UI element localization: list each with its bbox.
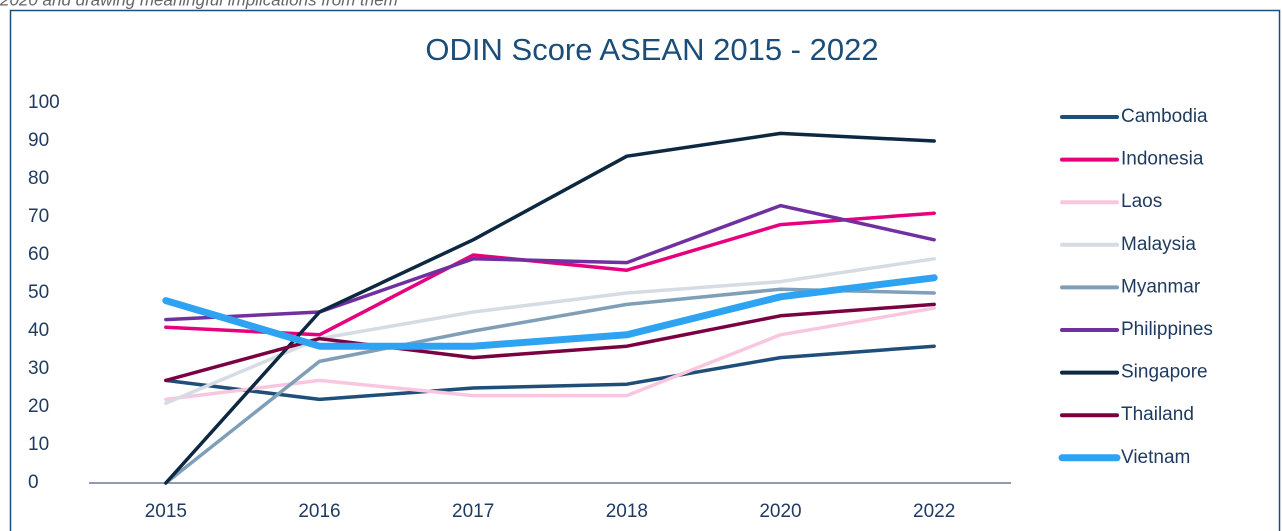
legend-label: Singapore <box>1121 362 1208 383</box>
y-tick-label: 60 <box>28 244 49 265</box>
y-tick-label: 90 <box>28 130 49 151</box>
x-tick-label: 2018 <box>606 501 648 522</box>
series-line <box>164 257 936 405</box>
y-tick-label: 30 <box>28 358 49 379</box>
x-tick-label: 2022 <box>913 501 955 522</box>
legend-label: Myanmar <box>1121 276 1201 297</box>
series-line <box>164 287 936 485</box>
x-tick-label: 2016 <box>298 501 340 522</box>
y-tick-label: 70 <box>28 206 49 227</box>
series-line <box>164 302 936 383</box>
x-tick-label: 2020 <box>759 501 801 522</box>
legend-label: Cambodia <box>1121 106 1208 127</box>
y-tick-label: 0 <box>28 472 39 493</box>
series-line <box>164 203 936 322</box>
y-tick-label: 50 <box>28 282 49 303</box>
y-tick-label: 80 <box>28 168 49 189</box>
chart-title: ODIN Score ASEAN 2015 - 2022 <box>425 32 878 67</box>
y-tick-label: 40 <box>28 320 49 341</box>
x-tick-label: 2017 <box>452 501 494 522</box>
legend-label: Philippines <box>1121 319 1213 340</box>
series-line <box>162 274 938 350</box>
chart-frame <box>9 9 1281 531</box>
x-tick-label: 2015 <box>145 501 187 522</box>
y-tick-label: 10 <box>28 434 49 455</box>
y-tick-label: 100 <box>28 92 60 113</box>
legend-label: Laos <box>1121 191 1162 212</box>
page-text: 2020 and drawing meaningful implications… <box>0 0 398 9</box>
legend-label: Vietnam <box>1121 447 1190 468</box>
series-line <box>164 131 936 485</box>
legend-label: Thailand <box>1121 404 1194 425</box>
legend-label: Malaysia <box>1121 234 1196 255</box>
legend-label: Indonesia <box>1121 149 1204 170</box>
series-line <box>164 344 936 402</box>
y-tick-label: 20 <box>28 396 49 417</box>
series-line <box>164 211 936 337</box>
